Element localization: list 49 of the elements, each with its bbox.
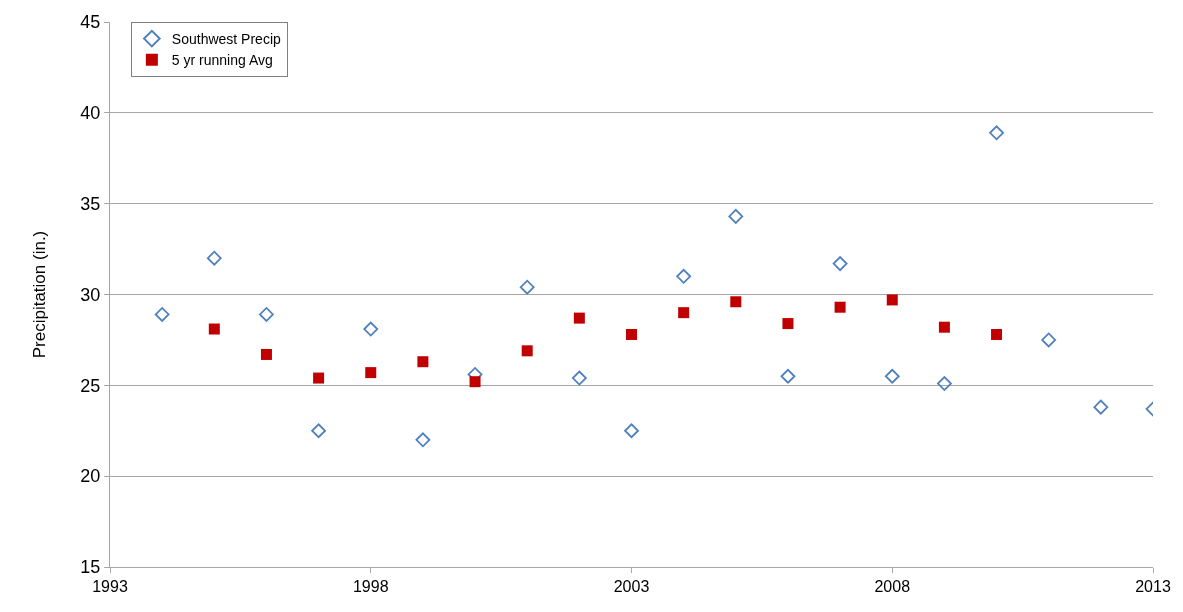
x-tick-label: 2013	[1135, 578, 1171, 596]
x-tick-label: 1993	[92, 578, 128, 596]
point	[938, 321, 950, 333]
point	[365, 367, 377, 379]
point	[676, 268, 692, 284]
point	[886, 294, 898, 306]
point	[521, 345, 533, 357]
point	[991, 328, 1003, 340]
point	[626, 328, 637, 340]
point	[311, 423, 326, 439]
point	[1041, 332, 1057, 348]
point	[313, 372, 325, 384]
point	[417, 356, 429, 368]
y-tick-label: 20	[80, 466, 101, 487]
point	[884, 368, 900, 384]
point	[206, 250, 222, 266]
legend-label: 5 yr running Avg	[171, 52, 273, 69]
point	[624, 423, 639, 439]
y-tick-label: 40	[80, 103, 101, 124]
legend-label: Southwest Precip	[171, 31, 282, 48]
y-tick-label: 30	[80, 284, 101, 305]
y-axis-title: Precipitation (in.)	[29, 230, 49, 359]
point	[260, 348, 272, 360]
point	[832, 256, 848, 272]
point	[363, 321, 379, 337]
point	[154, 307, 170, 322]
y-tick-label: 35	[80, 193, 101, 214]
point	[730, 296, 742, 308]
point	[519, 279, 535, 295]
point	[678, 307, 690, 319]
y-tick-label: 45	[80, 12, 101, 33]
point	[728, 208, 744, 224]
point	[1093, 399, 1109, 415]
x-tick-label: 2008	[874, 578, 911, 596]
point	[937, 376, 952, 391]
point	[780, 368, 796, 384]
point	[571, 370, 587, 386]
point	[415, 432, 431, 448]
x-tick-label: 2003	[613, 578, 650, 596]
point	[573, 312, 585, 324]
point	[208, 323, 220, 335]
x-tick-label: 1998	[352, 578, 389, 596]
point	[989, 125, 1004, 141]
point	[782, 318, 794, 330]
point	[834, 301, 846, 313]
point	[469, 376, 481, 388]
y-tick-label: 25	[80, 375, 101, 396]
y-tick-label: 15	[80, 557, 101, 578]
point	[259, 307, 274, 322]
